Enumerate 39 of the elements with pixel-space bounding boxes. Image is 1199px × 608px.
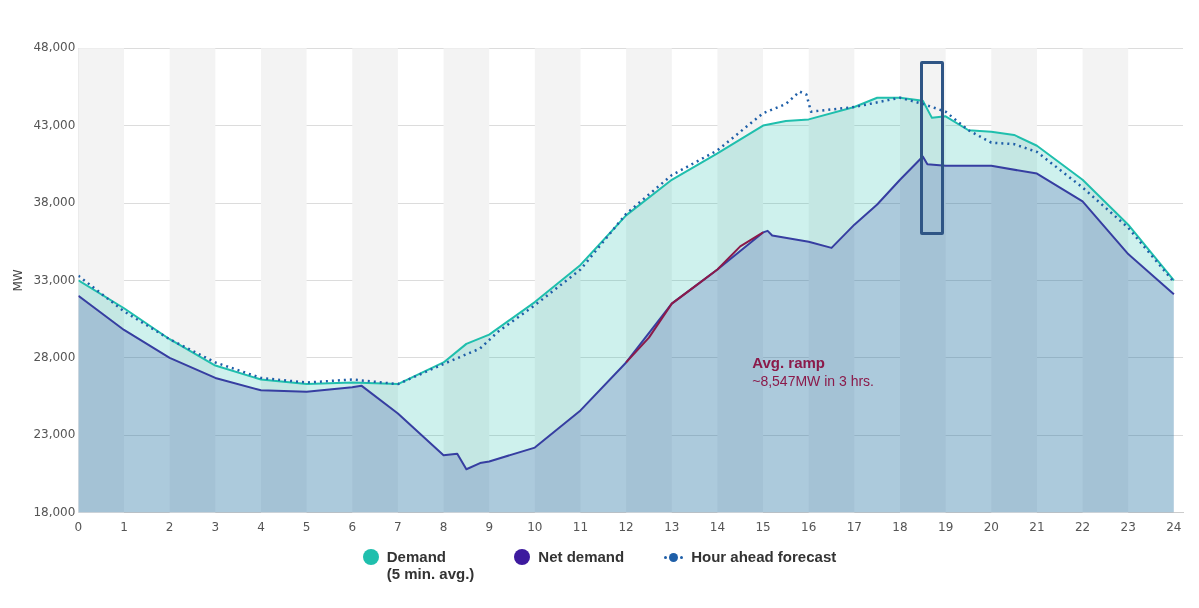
x-tick-label: 23: [1120, 519, 1136, 534]
x-tick-label: 21: [1029, 519, 1045, 534]
x-tick-label: 14: [709, 519, 726, 534]
x-tick-label: 2: [165, 519, 174, 534]
y-tick-label: 48,000: [33, 40, 76, 55]
x-tick-label: 3: [211, 519, 220, 534]
x-tick-label: 13: [664, 519, 680, 534]
x-tick-label: 19: [938, 519, 954, 534]
x-tick-label: 16: [801, 519, 817, 534]
legend-label: Demand (5 min. avg.): [386, 548, 475, 582]
legend-label: Net demand: [538, 548, 625, 565]
x-tick-label: 6: [348, 519, 357, 534]
x-tick-label: 12: [618, 519, 634, 534]
x-tick-label: 1: [120, 519, 128, 534]
x-tick-label: 9: [485, 519, 494, 534]
x-tick-label: 11: [572, 519, 589, 534]
x-tick-label: 0: [74, 519, 83, 534]
x-tick-label: 5: [302, 519, 311, 534]
line-series: [78, 90, 1176, 386]
legend-label: Hour ahead forecast: [691, 548, 837, 565]
y-tick-label: 33,000: [33, 272, 76, 287]
y-tick-label: 23,000: [33, 427, 76, 442]
x-tick-label: 15: [755, 519, 771, 534]
x-tick-label: 18: [892, 519, 908, 534]
y-tick-label: 28,000: [33, 349, 76, 364]
x-tick-label: 8: [439, 519, 448, 534]
x-tick-label: 22: [1074, 519, 1091, 534]
annotation: Avg. ramp: [752, 354, 825, 372]
x-tick-label: 4: [257, 519, 265, 534]
x-tick-label: 20: [983, 519, 999, 534]
y-tick-label: 18,000: [33, 504, 76, 519]
x-tick-label: 24: [1166, 519, 1182, 534]
x-tick-label: 7: [394, 519, 402, 534]
x-tick-label: 17: [846, 519, 862, 534]
y-axis-title: MW: [11, 269, 26, 292]
y-tick-label: 43,000: [33, 117, 76, 132]
x-tick-label: 10: [527, 519, 543, 534]
y-tick-label: 38,000: [33, 195, 76, 210]
annotation: ~8,547MW in 3 hrs.: [752, 372, 874, 389]
